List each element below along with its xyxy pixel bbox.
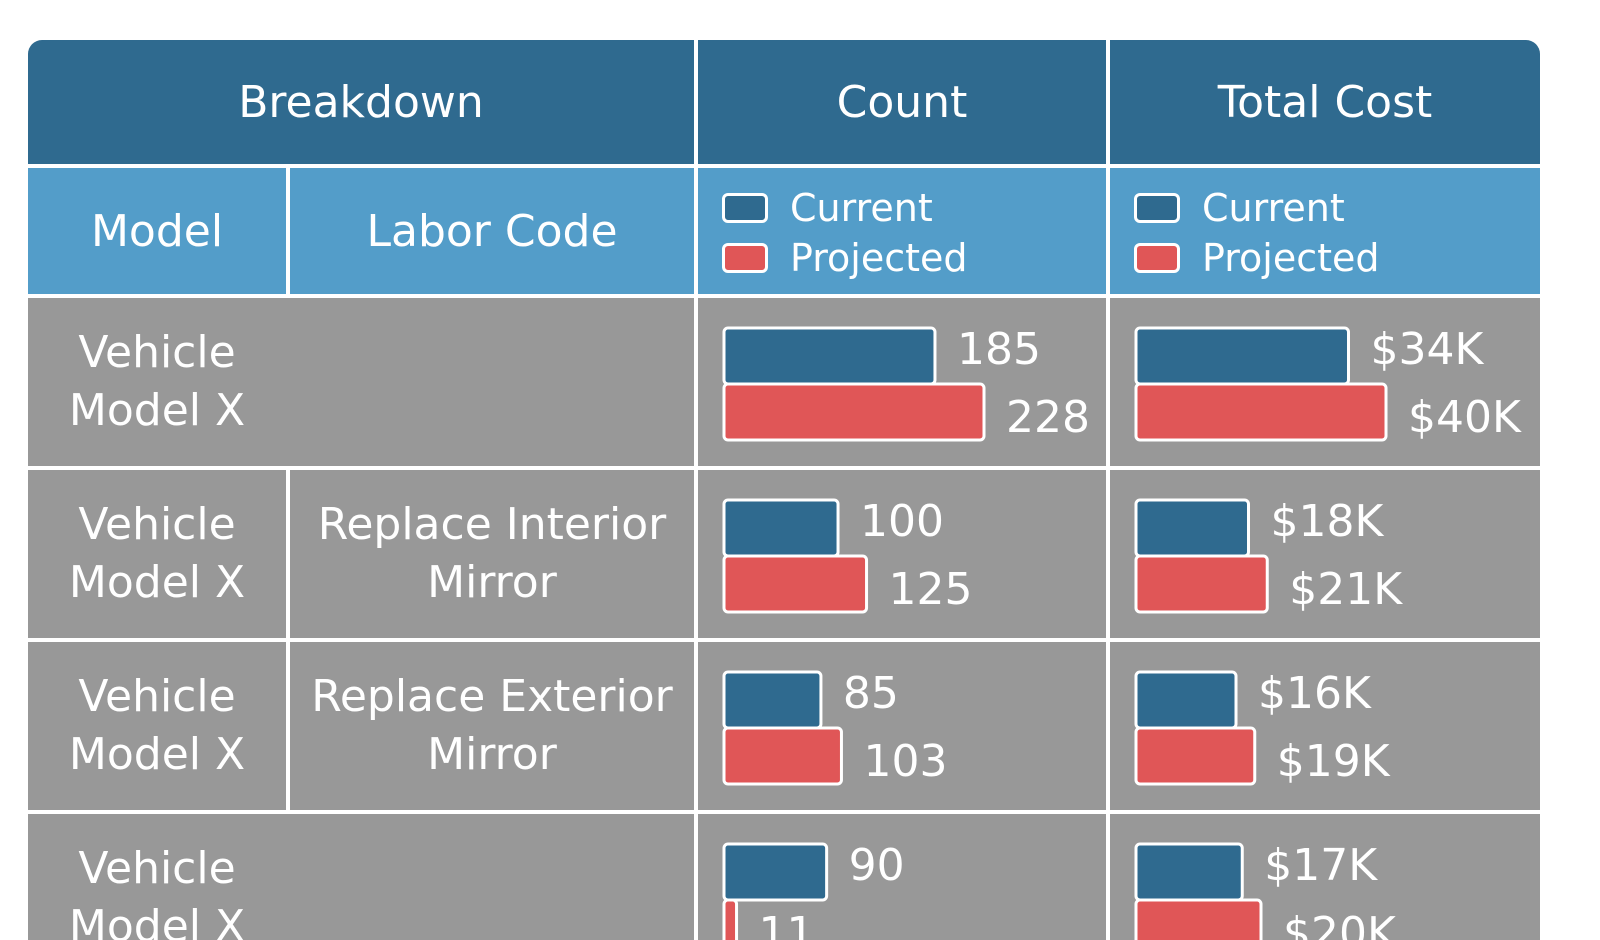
legend-label-current: Current — [790, 186, 933, 230]
cost-label-current: $34K — [1371, 324, 1485, 375]
count-label-current: 100 — [860, 496, 944, 547]
legend-label-projected: Projected — [790, 236, 968, 280]
labor-code-cell: Replace Interior Mirror — [290, 470, 694, 638]
count-bar-projected — [722, 382, 986, 442]
count-label-projected: 125 — [889, 564, 973, 615]
labor-code-line: Replace Interior — [317, 499, 667, 550]
model-cell: Vehicle Model X — [28, 642, 286, 810]
cost-bar-projected — [1134, 726, 1257, 786]
header-breakdown: Breakdown — [28, 40, 694, 164]
count-bar-current — [722, 498, 840, 558]
model-line: Model X — [68, 901, 246, 940]
cost-bar-projected — [1134, 898, 1263, 940]
model-line: Vehicle — [78, 671, 236, 722]
labor-code-cell: Replace Exterior Mirror — [290, 642, 694, 810]
legend-item-projected: Projected — [722, 236, 968, 280]
model-line: Model X — [68, 385, 246, 436]
cost-bar-current — [1134, 326, 1350, 386]
legend-label-projected: Projected — [1202, 236, 1380, 280]
count-bar-projected — [722, 726, 843, 786]
model-line: Vehicle — [78, 843, 236, 894]
cost-label-projected: $21K — [1289, 564, 1403, 615]
legend-item-current: Current — [722, 186, 933, 230]
model-cell: Vehicle Model X — [28, 470, 286, 638]
cost-bar-pair: $16K $19K — [1134, 668, 1391, 787]
cost-bar-current — [1134, 842, 1244, 902]
labor-code-line: Mirror — [427, 729, 557, 780]
cost-label-current: $18K — [1271, 496, 1385, 547]
cost-bar-projected — [1134, 554, 1269, 614]
legend-item-current: Current — [1134, 186, 1345, 230]
header-count: Count — [698, 40, 1106, 164]
cost-bar-pair: $34K $40K — [1134, 324, 1522, 443]
cost-label-projected: $40K — [1408, 392, 1522, 443]
count-bar-current — [722, 670, 823, 730]
cost-legend: Current Projected — [1110, 168, 1540, 294]
count-label-current: 185 — [957, 324, 1041, 375]
legend-swatch-current — [1134, 193, 1180, 223]
model-cell: Vehicle Model X — [28, 298, 286, 466]
cost-label-projected: $19K — [1277, 736, 1391, 787]
cost-bar-pair: $18K $21K — [1134, 496, 1403, 615]
count-bar-current — [722, 326, 937, 386]
breakdown-table: Breakdown Count Total Cost Model Labor C… — [28, 40, 1540, 940]
count-label-projected: 228 — [1006, 392, 1090, 443]
header-total-cost: Total Cost — [1110, 40, 1540, 164]
cost-label-projected: $20K — [1283, 908, 1397, 940]
cost-label-current: $16K — [1258, 668, 1372, 719]
header-labor-code: Labor Code — [290, 168, 694, 294]
cost-label-current: $17K — [1264, 840, 1378, 891]
count-bar-pair: 90 11 — [722, 840, 905, 940]
count-label-projected: 103 — [863, 736, 947, 787]
cost-bar-projected — [1134, 382, 1388, 442]
count-bar-current — [722, 842, 829, 902]
count-bar-projected — [722, 898, 739, 940]
model-line: Model X — [68, 557, 246, 608]
legend-swatch-current — [722, 193, 768, 223]
labor-code-line: Replace Exterior — [311, 671, 673, 722]
legend-label-current: Current — [1202, 186, 1345, 230]
labor-code-line: Mirror — [427, 557, 557, 608]
count-label-projected: 11 — [759, 908, 815, 940]
model-cell: Vehicle Model X — [28, 814, 286, 940]
cost-bar-pair: $17K $20K — [1134, 840, 1397, 940]
count-legend: Current Projected — [698, 168, 1106, 294]
model-row-cell: Vehicle Model X — [28, 814, 694, 940]
cost-bar-current — [1134, 498, 1250, 558]
model-line: Model X — [68, 729, 246, 780]
legend-swatch-projected — [1134, 243, 1180, 273]
model-line: Vehicle — [78, 327, 236, 378]
legend-item-projected: Projected — [1134, 236, 1380, 280]
legend-swatch-projected — [722, 243, 768, 273]
model-row-cell: Vehicle Model X — [28, 298, 694, 466]
count-bar-projected — [722, 554, 869, 614]
model-line: Vehicle — [78, 499, 236, 550]
count-label-current: 85 — [843, 668, 899, 719]
count-label-current: 90 — [849, 840, 905, 891]
header-model: Model — [28, 168, 286, 294]
cost-bar-current — [1134, 670, 1238, 730]
